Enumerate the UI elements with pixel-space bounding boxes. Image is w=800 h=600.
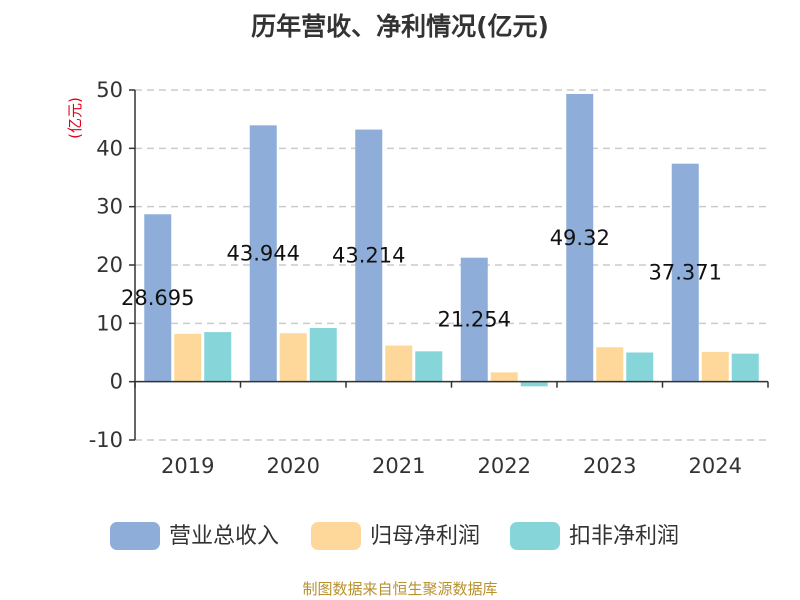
legend-swatch[interactable] bbox=[311, 522, 361, 550]
data-labels: 28.695 43.944 43.214 21.254 49.32 37.371 bbox=[121, 226, 722, 332]
bar bbox=[204, 332, 232, 382]
x-axis-ticks: 2019 2020 2021 2022 2023 2024 bbox=[134, 381, 769, 478]
legend-swatch[interactable] bbox=[110, 522, 160, 550]
y-tick-label: 10 bbox=[96, 311, 123, 335]
y-axis-unit-label: (亿元) bbox=[66, 97, 84, 139]
bar bbox=[671, 163, 699, 382]
legend[interactable]: 营业总收入 归母净利润 扣非净利润 bbox=[110, 522, 679, 550]
bar bbox=[355, 129, 383, 382]
data-label: 49.32 bbox=[550, 226, 610, 250]
x-tick-label: 2022 bbox=[478, 454, 531, 478]
bar bbox=[520, 381, 548, 387]
y-tick-label: 40 bbox=[96, 136, 123, 160]
bar bbox=[174, 333, 202, 382]
data-label: 21.254 bbox=[438, 308, 511, 332]
legend-label[interactable]: 营业总收入 bbox=[169, 524, 279, 549]
y-axis-ticks: -10 0 10 20 30 40 50 bbox=[89, 78, 135, 452]
bar bbox=[279, 333, 307, 382]
bar bbox=[731, 353, 759, 382]
legend-label[interactable]: 归母净利润 bbox=[370, 524, 480, 549]
x-tick-label: 2024 bbox=[689, 454, 742, 478]
bar bbox=[249, 125, 277, 382]
bar bbox=[309, 328, 337, 382]
y-tick-label: 30 bbox=[96, 195, 123, 219]
bar bbox=[385, 345, 413, 382]
bars bbox=[144, 93, 759, 387]
bar bbox=[144, 214, 172, 382]
legend-swatch[interactable] bbox=[510, 522, 560, 550]
y-tick-label: 20 bbox=[96, 253, 123, 277]
x-tick-label: 2019 bbox=[161, 454, 214, 478]
bar bbox=[490, 372, 518, 382]
x-tick-label: 2021 bbox=[372, 454, 425, 478]
data-label: 43.214 bbox=[332, 244, 405, 268]
chart-title: 历年营收、净利情况(亿元) bbox=[251, 12, 549, 41]
legend-label[interactable]: 扣非净利润 bbox=[569, 524, 679, 549]
y-tick-label: 0 bbox=[110, 370, 123, 394]
bar bbox=[596, 347, 624, 382]
x-tick-label: 2023 bbox=[583, 454, 636, 478]
x-tick-label: 2020 bbox=[267, 454, 320, 478]
y-tick-label: -10 bbox=[89, 428, 123, 452]
bar bbox=[701, 351, 729, 382]
data-label: 43.944 bbox=[227, 241, 300, 265]
bar bbox=[460, 257, 488, 382]
bar bbox=[415, 351, 443, 382]
data-label: 37.371 bbox=[649, 261, 722, 285]
bar bbox=[626, 352, 654, 382]
source-footer: 制图数据来自恒生聚源数据库 bbox=[302, 580, 497, 598]
y-tick-label: 50 bbox=[96, 78, 123, 102]
data-label: 28.695 bbox=[121, 286, 194, 310]
bar bbox=[566, 93, 594, 382]
